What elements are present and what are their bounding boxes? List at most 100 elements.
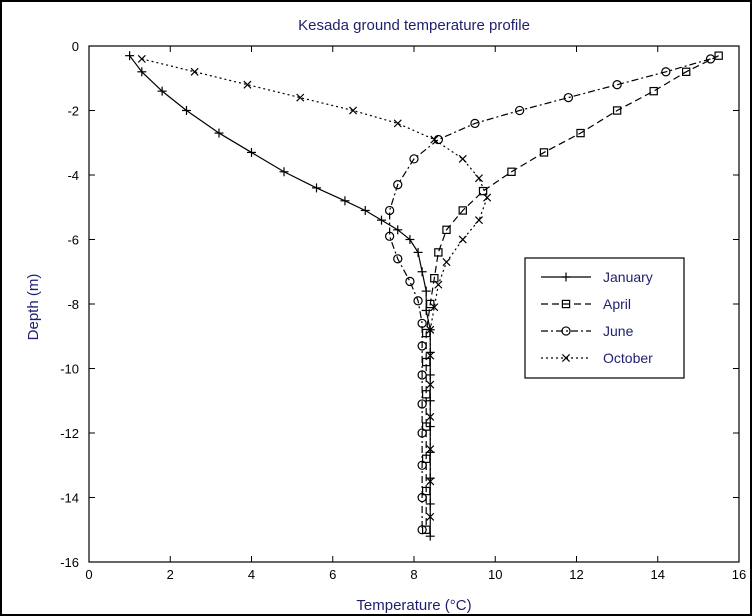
series-january-point [214, 128, 224, 138]
series-april-point [421, 525, 431, 534]
marker-x-b [458, 235, 467, 244]
series-october-point [426, 477, 435, 486]
legend-june-marker [561, 326, 571, 336]
series-june-point [470, 118, 480, 129]
legend: January April June October [524, 257, 685, 379]
series-october-point [243, 80, 252, 89]
series-october-point [349, 106, 358, 115]
marker-x-b [474, 174, 484, 183]
series-january-point [393, 225, 403, 235]
marker-x-b [426, 477, 435, 486]
y-tick-label: -12 [60, 426, 79, 441]
series-january-point [340, 196, 350, 206]
series-april-point [478, 186, 488, 196]
marker-x-b [426, 380, 435, 389]
series-january-point [312, 183, 321, 193]
series-june-point [417, 492, 427, 503]
legend-january-marker [561, 272, 571, 282]
series-october-line [141, 58, 488, 517]
series-june-point [705, 54, 716, 64]
legend-june-label: June [603, 323, 634, 339]
series-june-point [417, 341, 427, 351]
marker-x-b [426, 445, 435, 454]
marker-x-b [393, 119, 402, 128]
marker-x-b [190, 67, 199, 76]
series-january-point [157, 86, 167, 96]
series-october-point [426, 412, 435, 421]
series-june-point [409, 154, 419, 164]
series-june-point [384, 205, 395, 216]
series-january-point [413, 247, 423, 257]
x-tick-label: 6 [329, 567, 336, 582]
x-tick-label: 12 [569, 567, 583, 582]
series-january-point [405, 235, 415, 244]
marker-x-b [426, 351, 435, 360]
series-january-point [360, 205, 370, 215]
x-tick-label: 2 [167, 567, 174, 582]
series-october-point [474, 216, 484, 225]
y-axis-label: Depth (m) [25, 274, 42, 341]
series-june-point [612, 80, 622, 90]
series-january-point [247, 147, 256, 157]
series-june-point [563, 92, 574, 103]
series-october-point [426, 445, 435, 454]
series-june-point [661, 67, 671, 77]
y-tick-label: -10 [60, 362, 79, 377]
series-april-point [714, 51, 723, 60]
series-january-point [421, 286, 431, 296]
series-april-point [442, 225, 451, 235]
x-tick-label: 4 [248, 567, 255, 582]
series-january-point [377, 215, 386, 225]
marker-x-b [442, 258, 451, 267]
marker-x-b [458, 154, 467, 163]
series-june-point [393, 254, 403, 264]
marker-x-b [430, 303, 439, 312]
x-tick-label: 8 [410, 567, 417, 582]
y-tick-label: 0 [72, 39, 79, 54]
legend-october-label: October [603, 350, 653, 366]
series-october-point [296, 93, 305, 102]
legend-april-label: April [603, 296, 631, 312]
series-june-point [417, 399, 427, 409]
series-january-point [279, 167, 289, 177]
chart-title: Kesada ground temperature profile [298, 17, 530, 34]
series-april-point [576, 128, 585, 138]
series-june-point [417, 370, 427, 380]
series-october-point [426, 325, 435, 334]
series-january-point [417, 267, 427, 277]
marker-x-b [349, 106, 358, 115]
series-june-point [413, 296, 423, 306]
series-april-point [458, 206, 467, 215]
x-tick-label: 16 [732, 567, 746, 582]
y-tick-label: -16 [60, 555, 79, 570]
series-october-point [458, 154, 467, 163]
series-june-point [417, 525, 427, 535]
series-april-point [434, 248, 443, 257]
series-april-point [430, 274, 439, 283]
series-october-point [430, 135, 439, 144]
marker-x-b [474, 216, 484, 225]
series-april-line [425, 55, 719, 530]
marker-x-b [561, 353, 571, 363]
legend-april-marker [561, 299, 571, 309]
series-october-point [474, 174, 484, 183]
series-january-point [137, 67, 147, 77]
axis-ticks: 0 2 4 6 8 10 12 14 16 0 -2 -4 -6 -8 -10 -12 -14 -16 [60, 39, 746, 582]
marker-x-b [426, 412, 435, 421]
series-june-point [393, 180, 403, 190]
series-april-point [681, 67, 691, 76]
series-october-point [190, 67, 199, 76]
marker-x-b [243, 80, 252, 89]
y-tick-label: -2 [67, 104, 79, 119]
series-october-point [137, 54, 146, 63]
series-june-point [384, 231, 395, 241]
marker-x-b [426, 512, 435, 521]
series-october-point [430, 303, 439, 312]
marker-x-b [430, 135, 439, 144]
y-tick-label: -6 [67, 233, 79, 248]
series-october-point [393, 119, 402, 128]
series-layer [125, 51, 723, 541]
y-tick-label: -4 [67, 168, 79, 183]
y-tick-label: -14 [60, 491, 79, 506]
